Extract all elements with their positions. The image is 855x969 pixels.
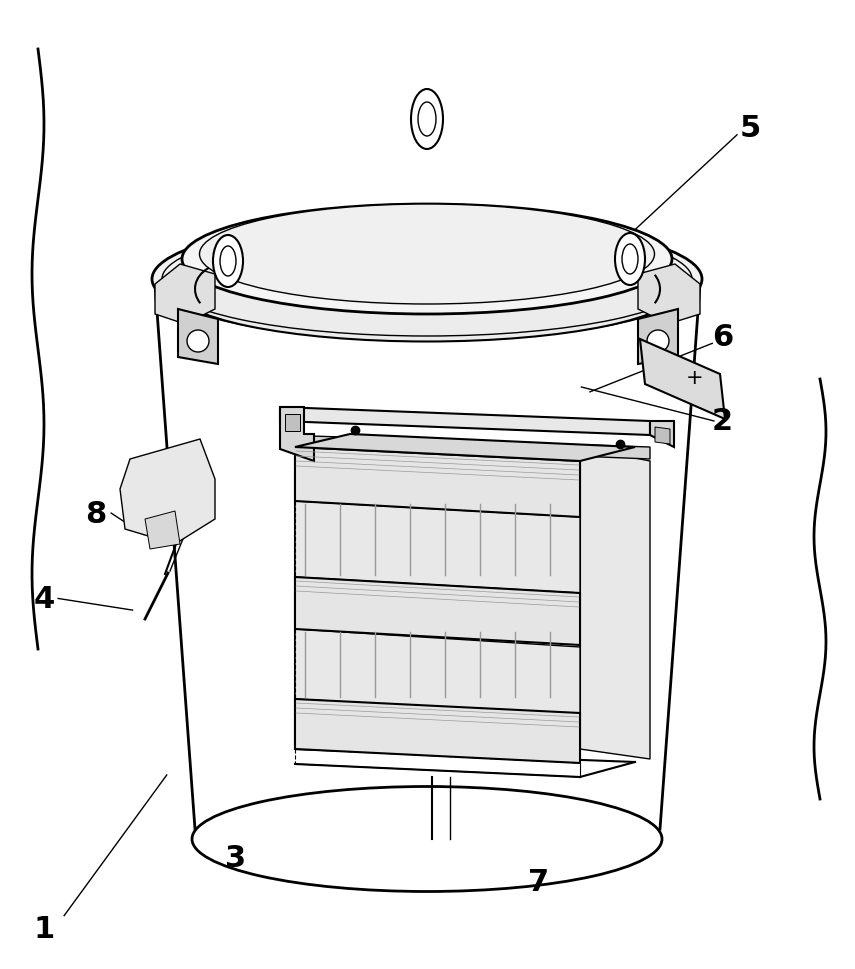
Polygon shape <box>295 629 580 715</box>
Text: 5: 5 <box>740 113 761 142</box>
Polygon shape <box>295 700 580 764</box>
Text: 6: 6 <box>712 323 733 352</box>
Text: 1: 1 <box>34 914 55 943</box>
Polygon shape <box>280 435 650 459</box>
Ellipse shape <box>220 247 236 277</box>
Ellipse shape <box>182 204 672 315</box>
Ellipse shape <box>152 219 702 341</box>
Text: 7: 7 <box>528 867 549 896</box>
Ellipse shape <box>418 103 436 137</box>
Text: +: + <box>687 367 704 388</box>
Polygon shape <box>120 440 215 545</box>
Polygon shape <box>295 448 580 760</box>
Ellipse shape <box>192 787 662 891</box>
Polygon shape <box>638 265 700 325</box>
Polygon shape <box>295 502 580 593</box>
Polygon shape <box>280 408 650 435</box>
Text: 4: 4 <box>34 584 55 613</box>
Text: 8: 8 <box>86 499 106 528</box>
Polygon shape <box>638 310 678 364</box>
Polygon shape <box>650 422 674 448</box>
Polygon shape <box>640 340 725 420</box>
Ellipse shape <box>213 235 243 288</box>
Polygon shape <box>295 578 580 645</box>
Text: 2: 2 <box>712 407 733 436</box>
Polygon shape <box>145 512 180 549</box>
Polygon shape <box>155 265 215 325</box>
Ellipse shape <box>199 204 654 304</box>
Polygon shape <box>580 448 650 760</box>
Polygon shape <box>285 415 300 431</box>
Ellipse shape <box>174 237 680 342</box>
Polygon shape <box>295 448 580 517</box>
Polygon shape <box>280 408 314 461</box>
Polygon shape <box>655 427 670 445</box>
Ellipse shape <box>622 245 638 275</box>
Text: 3: 3 <box>225 843 245 872</box>
Ellipse shape <box>411 90 443 150</box>
Polygon shape <box>295 434 635 461</box>
Polygon shape <box>178 310 218 364</box>
Ellipse shape <box>615 234 645 286</box>
Ellipse shape <box>647 330 669 353</box>
Ellipse shape <box>187 330 209 353</box>
